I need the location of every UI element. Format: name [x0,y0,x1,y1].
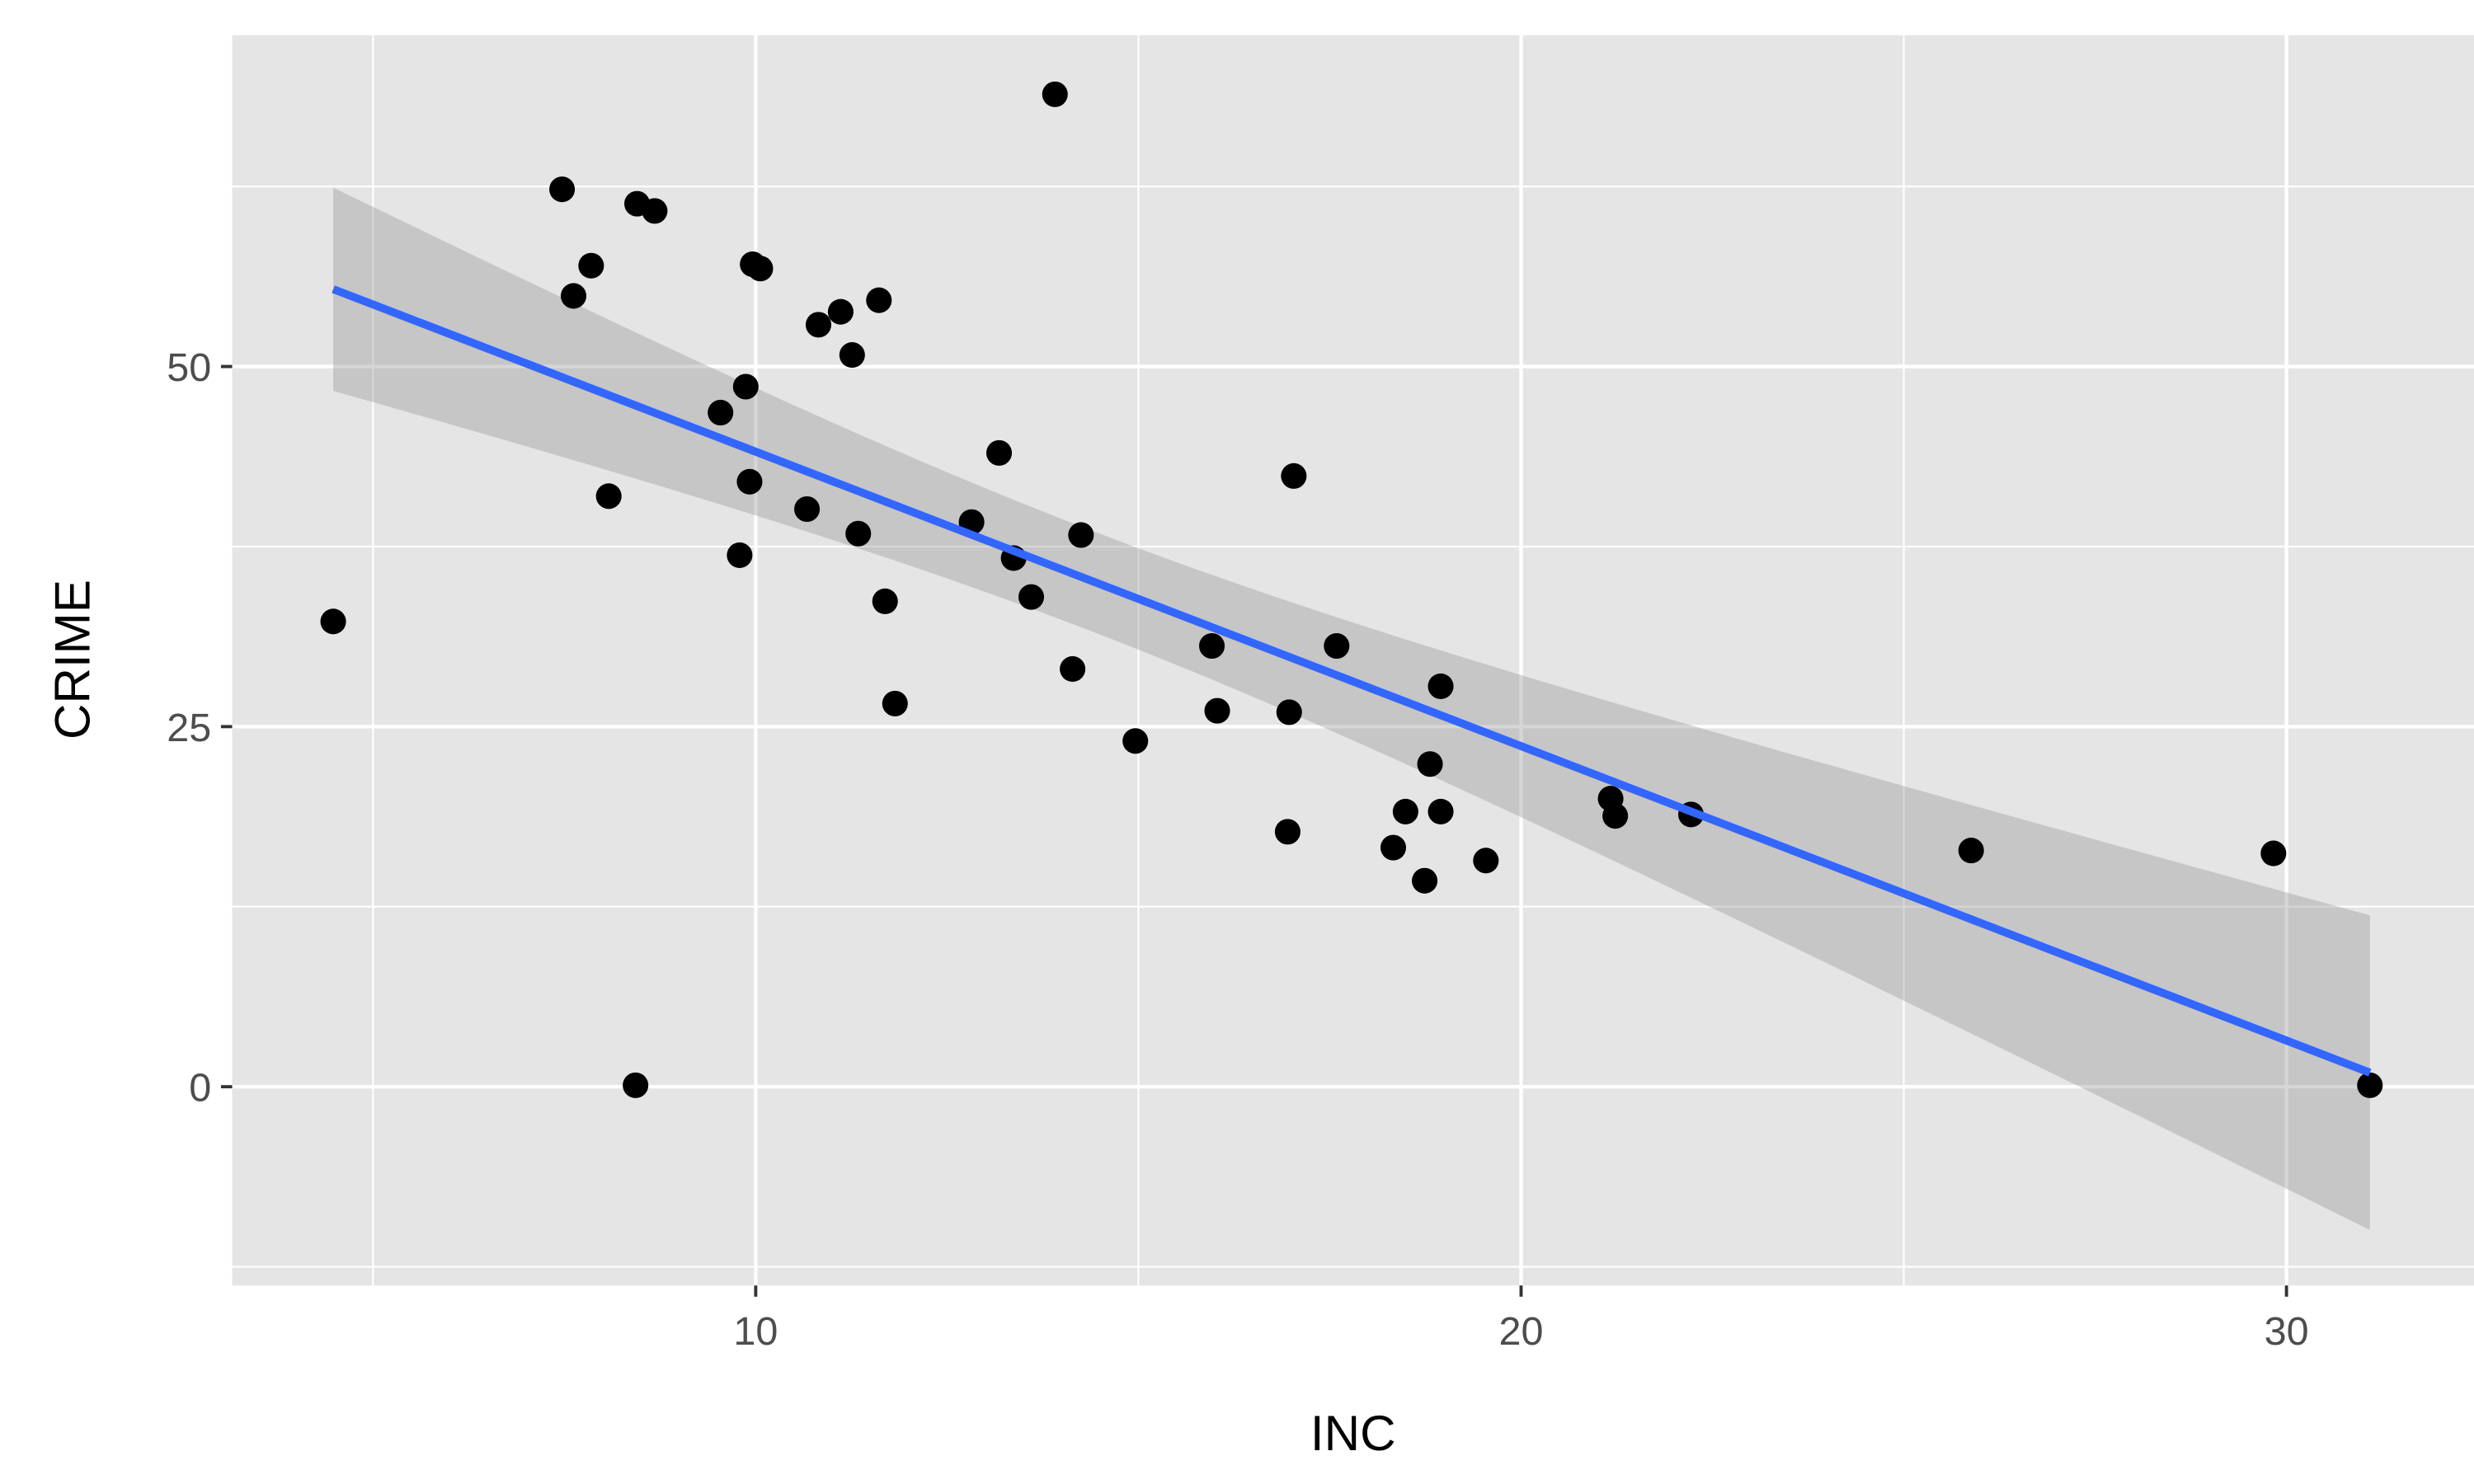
data-point [1427,798,1454,824]
data-point [560,283,587,309]
data-point [747,256,774,282]
data-point [2260,840,2287,866]
data-point [1276,699,1302,726]
data-point [866,287,892,313]
data-point [642,198,668,224]
x-tick-label: 10 [733,1309,778,1354]
data-point [1958,838,1984,864]
x-tick-label: 30 [2265,1309,2309,1354]
x-axis-title: INC [1310,1406,1396,1461]
data-point [805,312,832,338]
axis-ticks [220,364,2288,1297]
data-point [727,542,753,568]
data-point [1204,697,1230,724]
y-tick-label: 0 [189,1066,211,1111]
data-point [1324,632,1350,660]
grid-lines [232,35,2474,1286]
data-point [872,588,898,614]
data-point [1274,819,1300,845]
y-axis-title: CRIME [45,580,101,740]
panel-background [232,35,2474,1286]
data-point [1068,522,1094,548]
confidence-band [333,187,2370,1230]
data-point [1417,751,1443,777]
data-point [1281,463,1307,489]
data-point [882,690,908,716]
regression-line [332,285,2372,1077]
data-point [1427,673,1454,699]
data-point [578,252,604,279]
data-point [708,399,734,425]
fit-line [332,285,2372,1077]
data-point [1018,584,1045,610]
data-point [845,520,872,547]
confidence-band-area [333,187,2370,1230]
data-point [827,298,854,325]
data-point [623,1072,649,1098]
points [320,81,2383,1098]
data-point [985,439,1013,466]
data-point [1412,867,1438,894]
data-point [1380,834,1407,861]
data-point [1392,798,1418,824]
data-point [320,608,346,635]
data-point [1199,632,1225,660]
data-point [1602,803,1629,829]
data-point [2357,1072,2383,1098]
data-point [1473,848,1499,874]
data-point [732,373,759,400]
data-point [736,468,763,495]
y-tick-label: 25 [167,706,211,750]
x-tick-label: 20 [1499,1309,1544,1354]
data-point [549,176,576,203]
data-point [1122,728,1149,754]
data-point [794,495,821,523]
data-point [595,483,622,510]
data-point [839,342,865,369]
data-point [1060,655,1086,682]
y-tick-label: 50 [167,345,211,390]
data-point [1042,81,1068,107]
